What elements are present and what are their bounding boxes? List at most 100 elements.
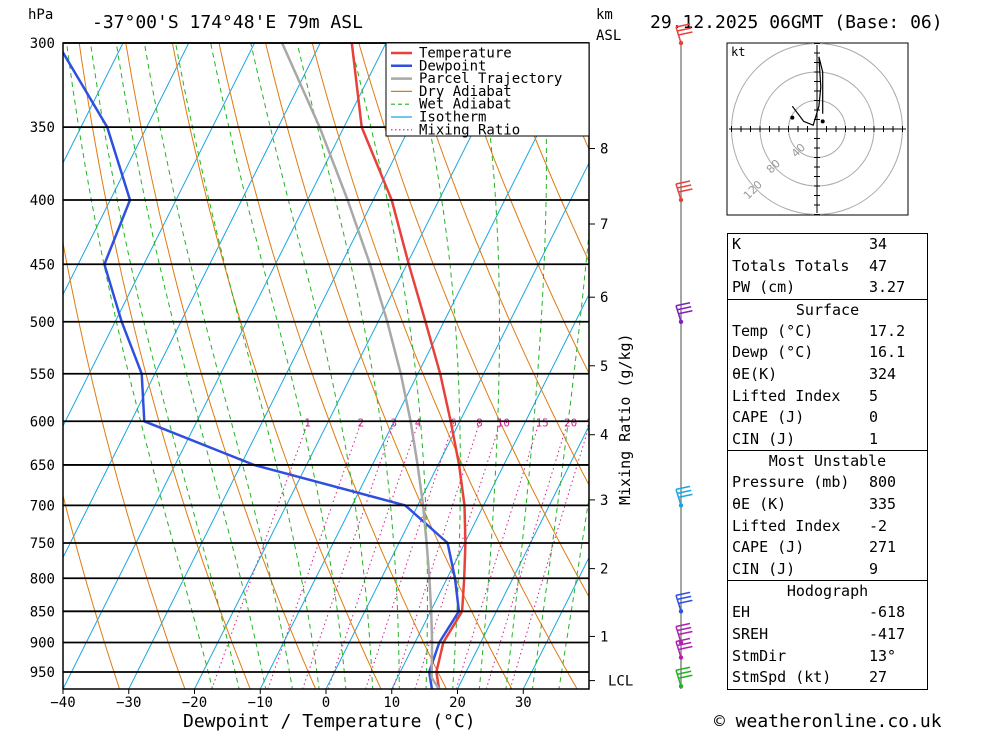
index-row: StmDir 13°	[732, 646, 897, 665]
index-row: θE(K) 324	[732, 364, 897, 383]
mixing-ratio-label: 1	[304, 416, 311, 429]
isotherm-line	[128, 43, 453, 689]
pressure-tick-label: 400	[30, 193, 55, 209]
wet-adiabat-line	[175, 43, 320, 689]
dry-adiabat-line	[63, 240, 186, 689]
legend-label: Isotherm	[419, 110, 486, 126]
wind-barb	[675, 302, 693, 322]
pressure-tick-label: 300	[30, 36, 55, 52]
legend-label: Temperature	[419, 46, 512, 62]
km-unit-label: km	[596, 7, 613, 23]
height-tick-label: 3	[600, 493, 608, 509]
mixing-ratio-line	[302, 421, 395, 689]
index-row: CAPE (J) 0	[732, 408, 879, 427]
dry-adiabat-line	[404, 43, 589, 486]
isotherm-line	[63, 43, 387, 689]
asl-unit-label: ASL	[596, 28, 621, 44]
indices-most-unstable: Most Unstable Pressure (mb) 800 θE (K) 335…	[728, 450, 927, 580]
isotherm-line	[391, 293, 589, 689]
temperature-tick-label: 10	[383, 695, 400, 711]
hodograph-point	[790, 115, 795, 120]
height-tick-label: 2	[600, 562, 608, 578]
section-title: Hodograph	[786, 582, 869, 601]
temperature-tick-label: 0	[322, 695, 330, 711]
mixing-ratio-line	[327, 421, 420, 689]
isotherm-line	[522, 556, 589, 689]
wet-adiabat-line	[90, 43, 240, 689]
index-row: CIN (J) 1	[732, 429, 879, 448]
dry-adiabat-line	[358, 43, 589, 598]
wind-barb	[675, 637, 693, 658]
temperature-tick-label: −30	[116, 695, 141, 711]
x-axis-label: Dewpoint / Temperature (°C)	[183, 711, 476, 732]
mixing-ratio-label: 20	[564, 416, 577, 429]
temperature-tick-label: −10	[248, 695, 273, 711]
mixing-ratio-label: 6	[450, 416, 457, 429]
pressure-tick-label: 350	[30, 120, 55, 136]
legend-label: Dewpoint	[419, 58, 486, 74]
index-row: Dewp (°C) 16.1	[732, 343, 906, 362]
index-row: Totals Totals 47	[732, 256, 888, 275]
dry-adiabat-line	[125, 43, 317, 689]
wind-barb	[675, 485, 693, 506]
index-row: StmSpd (kt) 27	[732, 668, 888, 687]
isotherm-line	[325, 161, 589, 689]
isotherm-line	[63, 43, 255, 428]
mixing-ratio-label: 2	[358, 416, 365, 429]
pressure-tick-label: 850	[30, 604, 55, 620]
pressure-tick-label: 550	[30, 367, 55, 383]
dry-adiabat-line	[918, 43, 1000, 689]
pressure-tick-label: 450	[30, 257, 55, 273]
pressure-tick-label: 700	[30, 498, 55, 514]
index-row: K 34	[732, 235, 888, 253]
copyright-label: © weatheronline.co.uk	[714, 711, 942, 732]
dry-adiabat-line	[451, 43, 589, 375]
legend-label: Mixing Ratio	[419, 122, 520, 138]
index-row: Lifted Index 5	[732, 386, 879, 405]
pressure-tick-label: 750	[30, 536, 55, 552]
indices-surface: Surface Temp (°C) 17.2 Dewp (°C) 16.1 θE(K…	[728, 298, 927, 451]
dry-adiabat-line	[965, 43, 1000, 689]
isotherm-line	[63, 43, 190, 296]
pressure-tick-label: 900	[30, 636, 55, 652]
dry-adiabat-line	[171, 43, 382, 689]
wind-barb	[675, 23, 693, 44]
legend-label: Parcel Trajectory	[419, 71, 562, 87]
dry-adiabat-line	[78, 43, 251, 689]
mixing-ratio-line	[485, 421, 569, 689]
skewt-background	[63, 43, 1000, 689]
pressure-tick-label: 650	[30, 458, 55, 474]
wind-profile	[675, 23, 693, 689]
skewt-axes: 3003504004505005506006507007508008509009…	[30, 36, 634, 711]
hodograph-point	[820, 119, 825, 124]
index-row: θE (K) 335	[732, 494, 897, 513]
height-tick-label: 5	[600, 359, 608, 375]
hodograph-trace	[791, 56, 824, 127]
wind-barb	[675, 180, 693, 201]
section-title: Most Unstable	[768, 452, 887, 471]
indices-table: K 34 Totals Totals 47 PW (cm) 3.27 Surface …	[727, 233, 928, 690]
indices-general: K 34 Totals Totals 47 PW (cm) 3.27	[728, 234, 927, 299]
index-row: Pressure (mb) 800	[732, 473, 897, 492]
lcl-label: LCL	[608, 674, 633, 690]
index-row: Lifted Index -2	[732, 516, 888, 535]
mixing-ratio-label: 25	[587, 416, 600, 429]
pressure-tick-label: 600	[30, 414, 55, 430]
isotherm-line	[194, 43, 518, 689]
series-parcel-trajectory	[280, 43, 441, 689]
isotherm-line	[63, 43, 321, 559]
indices-hodograph: Hodograph EH -618 SREH -417 StmDir 13° StmS…	[728, 580, 927, 688]
height-tick-label: 6	[600, 290, 608, 306]
index-row: CAPE (J) 271	[732, 538, 897, 557]
mixing-ratio-label: 8	[476, 416, 483, 429]
hpa-unit-label: hPa	[28, 7, 53, 23]
height-tick-label: 1	[600, 629, 608, 645]
index-row: PW (cm) 3.27	[732, 278, 906, 297]
index-row: Temp (°C) 17.2	[732, 321, 906, 340]
mixing-ratio-label: 3	[390, 416, 397, 429]
dry-adiabat-line	[218, 43, 447, 689]
pressure-tick-label: 500	[30, 315, 55, 331]
dry-adiabat-line	[63, 493, 120, 689]
